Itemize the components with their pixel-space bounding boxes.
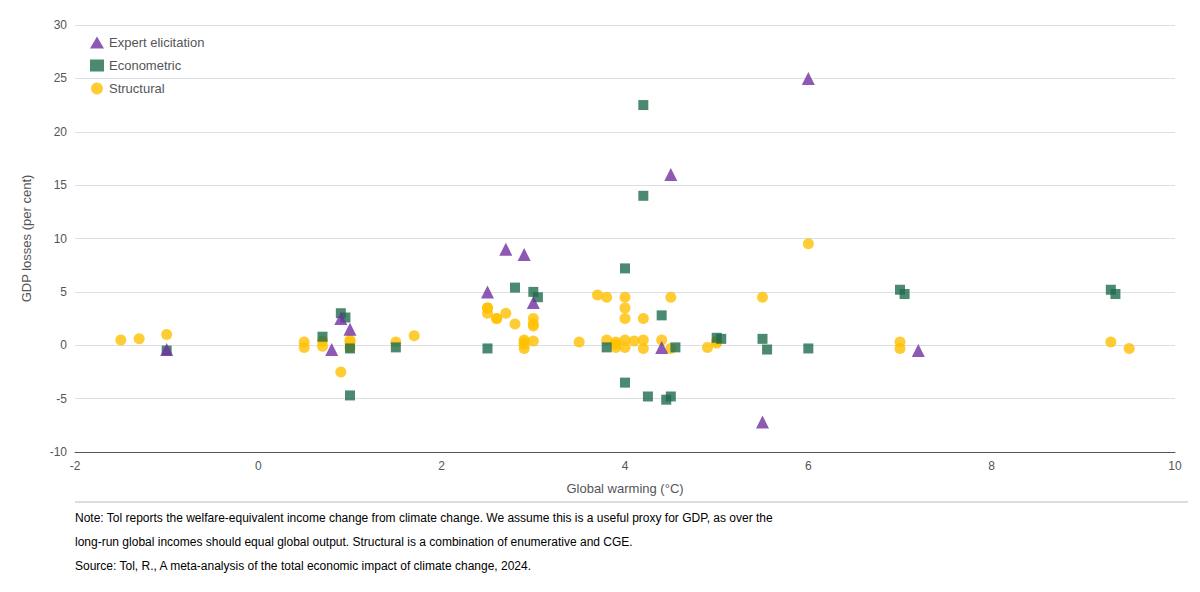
svg-text:-2: -2 xyxy=(70,459,81,473)
svg-text:10: 10 xyxy=(54,232,68,246)
svg-text:10: 10 xyxy=(1168,459,1182,473)
svg-text:6: 6 xyxy=(805,459,812,473)
svg-text:-10: -10 xyxy=(50,445,68,459)
svg-text:25: 25 xyxy=(54,71,68,85)
svg-text:Econometric: Econometric xyxy=(109,58,182,73)
svg-text:GDP losses (per cent): GDP losses (per cent) xyxy=(19,175,34,303)
svg-text:0: 0 xyxy=(255,459,262,473)
svg-text:5: 5 xyxy=(60,285,67,299)
svg-text:Global warming (°C): Global warming (°C) xyxy=(566,481,683,496)
svg-text:long-run global incomes should: long-run global incomes should equal glo… xyxy=(75,535,633,549)
svg-text:8: 8 xyxy=(988,459,995,473)
svg-text:Expert elicitation: Expert elicitation xyxy=(109,35,204,50)
svg-text:15: 15 xyxy=(54,178,68,192)
svg-text:4: 4 xyxy=(622,459,629,473)
svg-text:-5: -5 xyxy=(56,392,67,406)
svg-text:Structural: Structural xyxy=(109,81,165,96)
svg-text:30: 30 xyxy=(54,18,68,32)
svg-text:0: 0 xyxy=(60,338,67,352)
svg-text:Note: Tol reports the welfare-: Note: Tol reports the welfare-equivalent… xyxy=(75,511,773,525)
svg-text:20: 20 xyxy=(54,125,68,139)
svg-text:Source: Tol, R., A meta-analys: Source: Tol, R., A meta-analysis of the … xyxy=(75,559,531,573)
svg-text:2: 2 xyxy=(438,459,445,473)
